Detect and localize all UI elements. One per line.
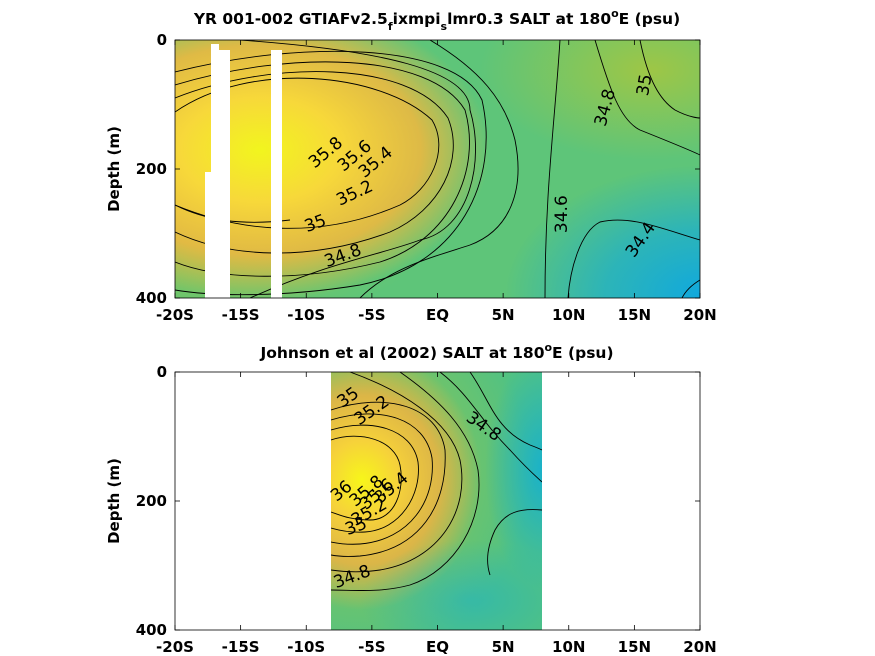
x-tick-label: 20N (683, 638, 716, 656)
contour-line (331, 372, 463, 573)
axes: -20S -15S -10S -5S EQ 5N 10N 15N 20N 0 200 400 (136, 31, 717, 324)
contour-line (681, 279, 700, 298)
missing-data-band (219, 50, 230, 298)
contour-line (639, 40, 700, 119)
contour-line (331, 424, 419, 533)
missing-data-band (211, 44, 219, 298)
x-tick-label: 10N (552, 638, 585, 656)
x-tick-label: 10N (552, 306, 585, 324)
x-tick-label: -10S (287, 638, 325, 656)
y-tick-label: 0 (157, 31, 167, 49)
chart-title: Johnson et al (2002) SALT at 180oE (psu) (259, 341, 613, 362)
contour-line (175, 50, 487, 296)
axes: -20S -15S -10S -5S EQ 5N 10N 15N 20N 0 200 400 (136, 363, 717, 656)
chart-panel-observed: Johnson et al (2002) SALT at 180oE (psu)… (105, 341, 717, 656)
contour-label: 35 (633, 73, 656, 98)
contour-line (331, 435, 402, 521)
contour-line (439, 372, 542, 483)
contour-line (331, 372, 480, 591)
y-tick-label: 0 (157, 363, 167, 381)
contour-line (359, 40, 519, 298)
x-tick-label: 5N (492, 638, 515, 656)
chart-panel-model: YR 001-002 GTIAFv2.5fixmpislmr0.3 SALT a… (105, 7, 717, 324)
x-tick-label: EQ (426, 638, 449, 656)
x-tick-label: 15N (618, 306, 651, 324)
y-axis-label: Depth (m) (105, 126, 123, 212)
contour-line (331, 413, 433, 545)
missing-data-masks (205, 44, 282, 298)
x-tick-label: -5S (358, 306, 385, 324)
chart-title: YR 001-002 GTIAFv2.5fixmpislmr0.3 SALT a… (193, 7, 680, 33)
y-tick-label: 400 (136, 621, 167, 639)
x-tick-label: 5N (492, 306, 515, 324)
contour-line (239, 40, 476, 298)
contour-line (567, 219, 700, 298)
contour-label: 34.6 (552, 195, 572, 233)
y-tick-label: 200 (136, 492, 167, 510)
missing-data-band (205, 172, 213, 298)
y-tick-label: 200 (136, 160, 167, 178)
y-axis-label: Depth (m) (105, 458, 123, 544)
contour-lines (331, 372, 542, 591)
x-tick-label: -15S (222, 638, 260, 656)
x-tick-label: -20S (156, 638, 194, 656)
contour-line (487, 509, 542, 576)
x-tick-label: -5S (358, 638, 385, 656)
contour-line (469, 372, 542, 451)
contour-line (331, 401, 446, 557)
x-tick-label: 20N (683, 306, 716, 324)
contour-line (175, 71, 454, 254)
salinity-field (331, 372, 542, 630)
x-tick-label: 15N (618, 638, 651, 656)
x-tick-label: EQ (426, 306, 449, 324)
y-tick-label: 400 (136, 289, 167, 307)
x-tick-label: -20S (156, 306, 194, 324)
contour-line (594, 40, 700, 156)
missing-data-band (271, 50, 282, 298)
x-tick-label: -10S (287, 306, 325, 324)
x-tick-label: -15S (222, 306, 260, 324)
contour-line (544, 40, 561, 298)
